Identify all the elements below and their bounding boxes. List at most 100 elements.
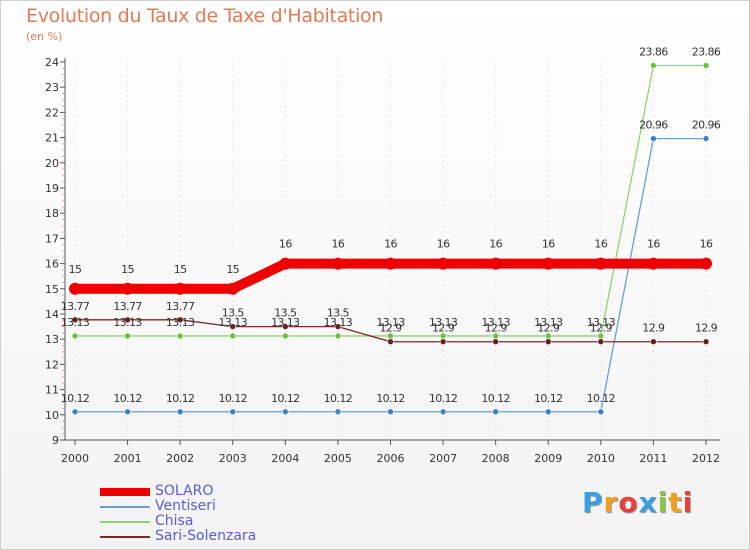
series-point-sari-solenzara (71, 316, 79, 324)
series-point-ventiseri (650, 135, 657, 142)
series-point-chisa (229, 332, 237, 340)
series-point-solaro (174, 282, 187, 295)
data-label: 13.13 (376, 316, 405, 329)
legend-label: SOLARO (155, 483, 214, 499)
series-point-sari-solenzara (597, 338, 605, 346)
data-label: 13.77 (61, 300, 90, 313)
data-label: 13.13 (429, 316, 458, 329)
series-point-solaro (594, 257, 607, 270)
series-point-solaro (384, 257, 397, 270)
series-point-sari-solenzara (702, 338, 710, 346)
data-label: 16 (647, 238, 660, 251)
legend-label: Ventiseri (155, 498, 216, 514)
data-labels: 15 15 15 15 16 16 16 16 16 16 16 16 16 10.12 10.12 10.1… (61, 46, 722, 405)
data-label: 15 (121, 263, 134, 276)
logo-letter: i (657, 486, 669, 519)
y-tick-label: 16 (45, 258, 59, 271)
series-point-sari-solenzara (124, 316, 131, 324)
series-lines (69, 62, 712, 416)
series-point-ventiseri (597, 408, 605, 416)
y-tick-label: 17 (45, 232, 59, 245)
y-tick-label: 13 (45, 333, 59, 346)
series-point-chisa (71, 332, 79, 340)
series-point-ventiseri (124, 408, 131, 416)
data-label: 10.12 (271, 392, 300, 405)
legend-swatch (100, 488, 150, 496)
series-point-sari-solenzara (544, 338, 552, 346)
x-tick-label: 2001 (114, 452, 142, 465)
data-label: 13.5 (327, 307, 350, 320)
y-tick-label: 9 (52, 434, 59, 447)
x-tick-label: 2010 (587, 452, 615, 465)
proxiti-logo: Proxiti (582, 486, 693, 519)
y-tick-label: 10 (45, 409, 59, 422)
data-label: 20.96 (639, 119, 668, 132)
legend-swatch (100, 536, 150, 538)
data-label: 10.12 (429, 392, 458, 405)
x-tick-label: 2002 (166, 452, 194, 465)
data-label: 16 (594, 238, 607, 251)
data-label: 13.13 (534, 316, 563, 329)
x-tick-label: 2005 (324, 452, 352, 465)
series-point-chisa (124, 332, 131, 340)
data-label: 16 (700, 238, 713, 251)
legend-label: Chisa (155, 513, 194, 529)
data-label: 23.86 (692, 46, 721, 59)
legend-item: Sari-Solenzara (100, 529, 330, 544)
x-tick-label: 2003 (219, 452, 247, 465)
data-label: 23.86 (639, 46, 668, 59)
series-point-solaro (69, 282, 81, 295)
series-point-ventiseri (334, 408, 342, 416)
data-label: 10.12 (481, 392, 510, 405)
logo-letter: r (603, 486, 619, 519)
series-point-chisa (334, 332, 342, 340)
x-tick-label: 2007 (429, 452, 457, 465)
series-point-solaro (279, 257, 292, 270)
series-point-ventiseri (176, 408, 184, 416)
data-label: 12.9 (379, 322, 402, 335)
series-point-ventiseri (702, 135, 710, 142)
series-point-chisa (650, 62, 657, 69)
series-point-solaro (647, 257, 660, 270)
y-tick-label: 11 (45, 384, 59, 397)
series-point-solaro (542, 257, 555, 270)
legend-item: Ventiseri (100, 499, 330, 514)
data-label: 16 (332, 238, 345, 251)
data-label: 13.13 (271, 316, 300, 329)
x-tick-label: 2009 (534, 452, 562, 465)
y-tick-label: 20 (45, 157, 59, 170)
x-tick-label: 2008 (482, 452, 510, 465)
data-label: 13.5 (222, 307, 245, 320)
data-label: 13.77 (113, 300, 142, 313)
y-axis-unit-label: (en %) (26, 30, 63, 43)
series-point-sari-solenzara (492, 338, 499, 346)
data-label: 10.12 (61, 392, 90, 405)
x-tick-label: 2000 (61, 452, 89, 465)
logo-letter: x (638, 486, 658, 519)
data-label: 13.5 (274, 307, 297, 320)
series-point-solaro (437, 257, 450, 270)
series-point-ventiseri (387, 408, 394, 416)
data-label: 10.12 (113, 392, 142, 405)
series-point-ventiseri (71, 408, 79, 416)
data-label: 20.96 (692, 119, 721, 132)
data-label: 16 (489, 238, 502, 251)
y-tick-label: 15 (45, 283, 59, 296)
y-tick-label: 22 (45, 106, 59, 119)
series-point-sari-solenzara (439, 338, 447, 346)
series-point-ventiseri (282, 408, 289, 416)
x-tick-label: 2004 (271, 452, 299, 465)
series-point-sari-solenzara (650, 338, 657, 346)
series-point-solaro (331, 257, 344, 270)
data-label: 15 (69, 263, 82, 276)
data-label: 12.9 (642, 322, 665, 335)
data-label: 13.13 (219, 316, 248, 329)
x-tick-label: 2011 (639, 452, 667, 465)
grid-lines (74, 60, 707, 440)
x-tick-label: 2012 (692, 452, 720, 465)
series-point-ventiseri (492, 408, 499, 416)
data-label: 12.9 (590, 322, 613, 335)
legend-item: Chisa (100, 514, 330, 529)
series-point-sari-solenzara (176, 316, 184, 324)
data-label: 12.9 (485, 322, 508, 335)
